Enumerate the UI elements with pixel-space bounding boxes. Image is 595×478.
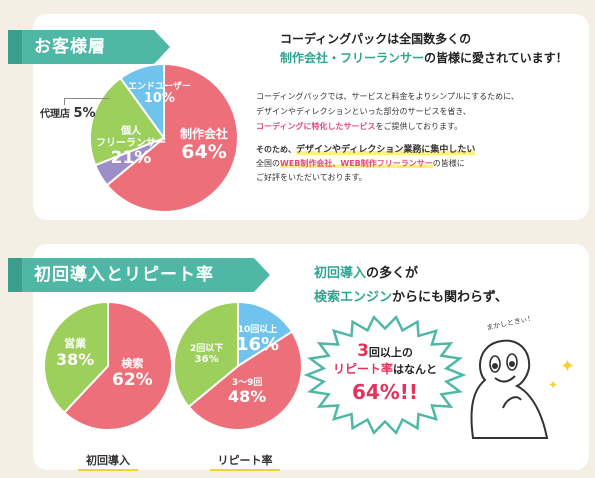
paragraph-1: コーディングパックでは、サービスと料金をよりシンプルにするために、 デザインやデ… [256,92,519,131]
section-title-text: 初回導入とリピート率 [34,265,214,285]
slice-label-dairiten: 代理店 5% [40,106,96,121]
sparkle-icon: ✦ [548,378,559,392]
slice-label-sales: 営業 38% [56,337,95,369]
caption-repeat-rate: リピート率 [210,452,280,471]
paragraph-2: そのため、デザインやディレクション業務に集中したい 全国のWEB制作会社、WEB… [256,145,476,182]
mascot-character [470,339,549,439]
slice-label-freelancer: 個人 フリーランサー 21% [96,126,166,168]
customer-section-title: お客様層 [8,30,170,64]
repeat-section-title: 初回導入とリピート率 [8,258,270,292]
pie-slice-freelancer [89,76,166,167]
pie-slice-seisaku [105,62,239,213]
customer-pie-chart [89,62,239,213]
slice-label-search: 検索 62% [112,357,153,390]
sparkle-icon: ✦ [560,356,576,377]
pie-slice-3to9 [187,330,303,431]
leader-line [64,98,110,99]
slice-label-enduser: エンドユーザー 10% [128,82,191,107]
caption-first-intro: 初回導入 [78,452,138,471]
repeat-intro-text: 初回導入の多くが 検索エンジンからにも関わらず、 [314,266,508,305]
leader-line [64,98,65,105]
slice-label-3to9: 3～9回 48% [228,378,267,407]
repeat-rate-pie-chart [173,300,303,431]
starburst-shape [303,314,467,436]
first-intro-pie-chart [43,300,173,431]
pie-slice-enduser [119,62,165,142]
burst-text: 3回以上の リピート率はなんと 64%!! [332,341,437,405]
pie-slice-2under [173,300,239,409]
slice-label-seisaku: 制作会社 64% [180,127,229,163]
pie-slice-search [62,300,173,431]
slice-label-10plus: 10回以上 16% [236,325,280,356]
slice-label-2under: 2回以下 36% [190,344,224,366]
pie-slice-10plus [237,300,294,368]
section-title-text: お客様層 [34,37,106,57]
pie-slice-sales [43,300,109,415]
headline: コーディングパックは全国数多くの 制作会社・フリーランサーの皆様に愛されています… [280,32,568,65]
starburst-callout [303,314,467,436]
